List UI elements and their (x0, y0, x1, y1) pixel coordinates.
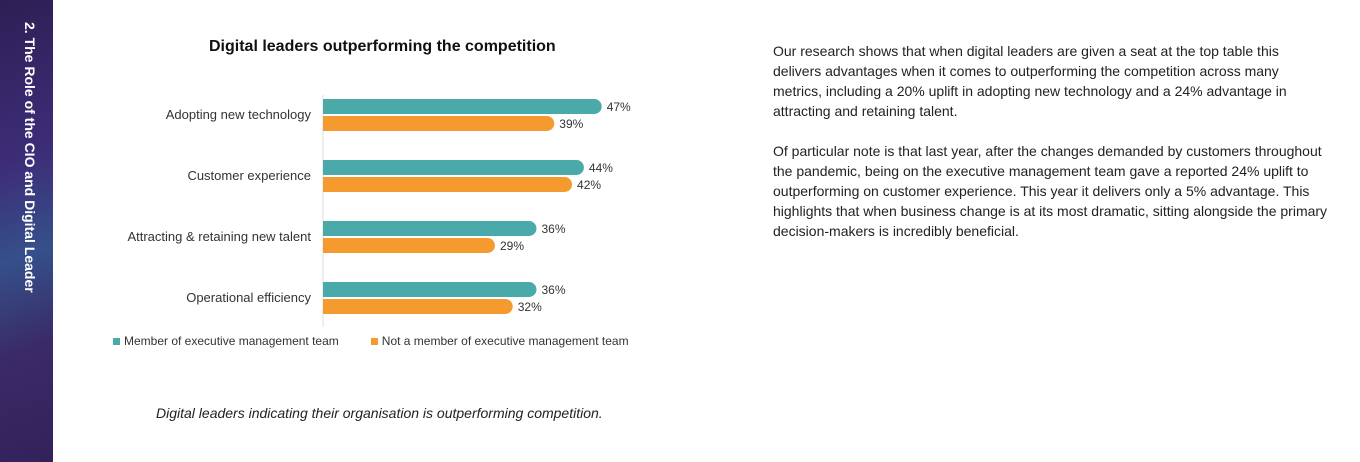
data-label: 44% (589, 161, 613, 175)
chart-caption: Digital leaders indicating their organis… (156, 405, 603, 421)
sidebar: 2. The Role of the CIO and Digital Leade… (0, 0, 53, 462)
bar (323, 282, 537, 297)
category-label: Operational efficiency (186, 290, 311, 305)
body-paragraph-1: Our research shows that when digital lea… (773, 43, 1287, 119)
legend-label: Not a member of executive management tea… (381, 334, 629, 348)
bar (323, 160, 584, 175)
data-label: 36% (541, 283, 565, 297)
category-label: Attracting & retaining new talent (127, 229, 311, 244)
bar (323, 221, 537, 236)
legend: Member of executive management team Not … (113, 334, 629, 348)
body-paragraph-2: Of particular note is that last year, af… (773, 143, 1328, 239)
category-label: Customer experience (187, 168, 311, 183)
bar-chart: Adopting new technology 47% 39% Customer ex… (127, 95, 631, 327)
legend-item-non-member: Not a member of executive management tea… (370, 334, 629, 348)
bar (323, 299, 513, 314)
legend-swatch (370, 338, 378, 345)
data-label: 42% (577, 178, 601, 192)
legend-swatch (113, 338, 120, 345)
data-label: 47% (607, 100, 631, 114)
bar (323, 99, 602, 114)
bar (323, 238, 495, 253)
bar (323, 116, 555, 131)
data-label: 32% (518, 300, 542, 314)
legend-item-member: Member of executive management team (113, 334, 339, 348)
category-label: Adopting new technology (166, 107, 312, 122)
data-label: 29% (500, 239, 524, 253)
legend-label: Member of executive management team (124, 334, 339, 348)
data-label: 39% (559, 117, 583, 131)
data-label: 36% (541, 222, 565, 236)
bar (323, 177, 573, 192)
chart-title: Digital leaders outperforming the compet… (209, 38, 556, 55)
